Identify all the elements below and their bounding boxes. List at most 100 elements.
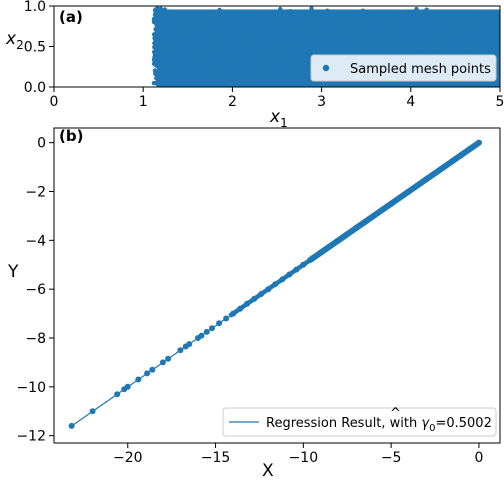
- panel-a-point: [154, 74, 159, 79]
- panel-a-point: [324, 13, 329, 18]
- panel-a-y-tick-label: 1.0: [24, 0, 46, 15]
- panel-a-point: [184, 40, 189, 46]
- panel-a-legend-marker: [322, 64, 330, 72]
- panel-a-x-tick-label: 3: [317, 94, 326, 110]
- panel-b-point: [216, 320, 223, 327]
- panel-a-point: [439, 24, 445, 29]
- panel-b-legend-box: [222, 407, 497, 437]
- panel-a-point: [186, 44, 191, 50]
- panel-a-x-tick-label: 5: [496, 94, 504, 110]
- panel-a-point: [278, 27, 283, 32]
- panel-a-point: [325, 8, 330, 13]
- panel-b-point: [89, 408, 96, 415]
- panel-a-point: [239, 55, 245, 60]
- panel-b-point: [114, 391, 121, 398]
- legend-name-subscript: 0: [429, 423, 435, 434]
- panel-a-y-tick-label: 0.5: [24, 40, 46, 56]
- panel-a-point: [271, 68, 277, 74]
- panel-a-point: [471, 30, 476, 36]
- panel-a-point: [309, 6, 314, 11]
- panel-b-x-tick-label: −20: [113, 450, 143, 466]
- panel-a-point: [424, 7, 429, 12]
- panel-a-point: [178, 12, 183, 18]
- panel-a-point: [212, 59, 217, 64]
- panel-a-axes: 0 1 2 3 4 5 0.0 0.5 1.0: [24, 0, 504, 110]
- panel-a-point: [236, 47, 241, 52]
- panel-a-point: [154, 29, 159, 35]
- panel-a-point: [151, 80, 157, 86]
- panel-a-point: [454, 81, 460, 87]
- panel-a-point: [210, 12, 216, 18]
- panel-a-point: [408, 24, 413, 29]
- panel-b-y-tick-label: −10: [16, 380, 46, 396]
- panel-b-x-tick-label: 0: [474, 450, 483, 466]
- panel-a-point: [259, 13, 264, 18]
- panel-a-xlabel-sub: 1: [280, 116, 288, 130]
- panel-a-label: (a): [59, 8, 83, 26]
- panel-a-point: [251, 59, 256, 64]
- panel-a-point: [329, 37, 335, 43]
- panel-a-point: [226, 13, 232, 18]
- panel-a-point: [151, 16, 157, 22]
- panel-a-point: [172, 48, 178, 54]
- panel-a-point: [238, 25, 243, 31]
- panel-a-point: [242, 67, 247, 73]
- panel-a-x-tick-label: 4: [406, 94, 415, 110]
- panel-a-point: [234, 33, 239, 38]
- panel-a-point: [161, 12, 167, 18]
- panel-a-point: [414, 6, 419, 12]
- panel-a-point: [451, 42, 457, 47]
- panel-a-point: [402, 25, 407, 30]
- panel-a-point: [297, 33, 303, 38]
- panel-a-point: [183, 66, 188, 71]
- panel-b-point: [223, 315, 230, 322]
- panel-a-point: [154, 14, 160, 19]
- panel-a-ylabel: x2: [5, 29, 24, 52]
- panel-b-point: [144, 370, 151, 377]
- panel-a-point: [157, 45, 162, 51]
- panel-b-y-tick-label: −2: [25, 184, 46, 200]
- panel-a-point: [165, 36, 171, 42]
- panel-a-point: [262, 31, 268, 36]
- panel-b-label: (b): [59, 127, 83, 145]
- panel-a-point: [164, 73, 169, 78]
- panel-a-point: [192, 37, 197, 43]
- panel-a-point: [156, 39, 161, 45]
- panel-a-point: [156, 33, 161, 38]
- panel-a-point: [203, 13, 208, 18]
- panel-a-point: [324, 40, 330, 46]
- panel-a-legend-box: [310, 54, 497, 82]
- panel-b-point: [159, 359, 166, 366]
- panel-a-point: [269, 32, 275, 37]
- panel-b-point: [198, 332, 205, 339]
- panel-a-point: [238, 15, 243, 20]
- panel-a-point: [228, 51, 233, 56]
- panel-a-point: [266, 16, 271, 21]
- panel-a-point: [331, 42, 337, 47]
- panel-a-legend: Sampled mesh points: [310, 54, 497, 82]
- panel-b-x-tick-label: −5: [381, 450, 402, 466]
- panel-a-point: [190, 77, 196, 82]
- panel-a-ylabel-var: x: [5, 29, 17, 49]
- panel-a-point: [209, 31, 214, 36]
- panel-a-point: [245, 76, 250, 82]
- panel-a-point: [162, 31, 167, 36]
- panel-a-point: [288, 9, 293, 14]
- panel-a-point: [490, 33, 495, 38]
- panel-b-point: [203, 328, 210, 335]
- panel-a-x-tick-label: 2: [228, 94, 237, 110]
- panel-a-point: [219, 81, 224, 86]
- panel-b-legend: Regression Result, with γ0=0.5002 ^: [222, 406, 497, 437]
- panel-b-point: [165, 355, 172, 362]
- panel-a-point: [235, 43, 241, 48]
- panel-b-point: [135, 376, 142, 383]
- panel-a-point: [231, 39, 237, 44]
- panel-a-point: [204, 72, 210, 77]
- panel-b-point: [177, 347, 184, 354]
- panel-a-point: [322, 28, 327, 33]
- panel-a-point: [260, 44, 266, 49]
- panel-b-regression: −20 −15 −10 −5 0 0 −2 −4 −6 −8 −10 −12 (b) Regressi…: [7, 127, 501, 481]
- panel-a-point: [155, 8, 161, 13]
- panel-b-xlabel: X: [262, 461, 274, 481]
- panel-a-point: [153, 36, 158, 42]
